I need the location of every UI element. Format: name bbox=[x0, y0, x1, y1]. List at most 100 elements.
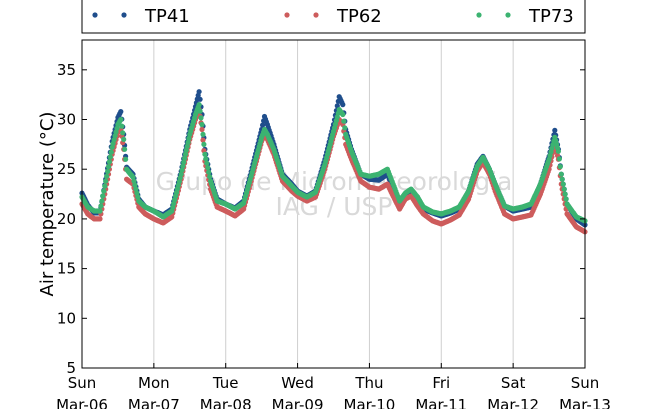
data-point bbox=[200, 131, 206, 137]
data-point bbox=[106, 159, 112, 165]
data-point bbox=[184, 143, 190, 149]
x-tick-label-day: Tue bbox=[212, 374, 239, 392]
x-tick-label-day: Mon bbox=[138, 374, 170, 392]
data-point bbox=[186, 135, 192, 141]
data-point bbox=[132, 182, 138, 188]
x-tick-label-date: Mar-10 bbox=[344, 396, 396, 409]
data-point bbox=[107, 154, 113, 160]
data-point bbox=[340, 102, 346, 108]
data-point bbox=[130, 174, 136, 180]
x-tick-label-date: Mar-11 bbox=[415, 396, 467, 409]
x-tick-label-day: Fri bbox=[432, 374, 450, 392]
data-point bbox=[101, 188, 107, 194]
data-point bbox=[179, 167, 185, 173]
data-point bbox=[260, 122, 266, 128]
data-point bbox=[556, 156, 563, 162]
x-tick-label-day: Sun bbox=[571, 374, 600, 392]
legend: TP41 TP62 TP73 bbox=[81, 0, 586, 34]
x-tick-label-date: Mar-12 bbox=[487, 396, 539, 409]
data-point bbox=[104, 173, 110, 179]
data-point bbox=[119, 123, 125, 129]
data-point bbox=[118, 116, 124, 123]
data-series bbox=[79, 89, 588, 235]
data-point bbox=[120, 130, 126, 136]
data-point bbox=[181, 159, 187, 165]
x-tick-label-day: Thu bbox=[354, 374, 383, 392]
legend-marker bbox=[92, 12, 98, 18]
y-tick-label: 25 bbox=[57, 160, 76, 178]
legend-marker bbox=[476, 12, 482, 18]
x-tick-label-date: Mar-09 bbox=[272, 396, 324, 409]
data-point bbox=[201, 141, 207, 147]
data-point bbox=[196, 102, 202, 108]
legend-frame bbox=[81, 0, 586, 34]
data-point bbox=[559, 176, 565, 182]
data-point bbox=[207, 174, 213, 180]
data-point bbox=[199, 126, 205, 133]
data-point bbox=[341, 118, 347, 124]
y-tick-label: 30 bbox=[57, 111, 76, 129]
legend-marker bbox=[505, 12, 511, 18]
data-point bbox=[198, 115, 204, 121]
data-point bbox=[561, 186, 567, 192]
data-point bbox=[560, 181, 566, 187]
data-point bbox=[196, 89, 202, 95]
data-point bbox=[102, 183, 108, 189]
data-point bbox=[202, 151, 208, 157]
data-point bbox=[206, 169, 212, 175]
legend-marker bbox=[284, 12, 290, 18]
x-tick-label-date: Mar-06 bbox=[56, 396, 108, 409]
legend-label-tp62: TP62 bbox=[336, 6, 382, 27]
data-point bbox=[105, 168, 111, 175]
x-axis: Sun Mar-06 Mon Mar-07 Tue Mar-08 Wed Mar-09 Thu M… bbox=[56, 363, 611, 409]
y-tick-label: 35 bbox=[57, 61, 76, 79]
data-point bbox=[103, 178, 109, 184]
data-point bbox=[123, 156, 129, 162]
plot-area-frame bbox=[81, 39, 586, 369]
data-point bbox=[205, 165, 211, 171]
legend-marker bbox=[313, 12, 319, 18]
series-TP73 bbox=[79, 102, 588, 224]
data-point bbox=[182, 151, 189, 157]
x-tick-label-date: Mar-07 bbox=[128, 396, 180, 409]
y-tick-label: 5 bbox=[66, 359, 76, 377]
data-point bbox=[97, 208, 103, 214]
x-tick-label-day: Sun bbox=[68, 374, 97, 392]
data-point bbox=[563, 196, 569, 202]
data-point bbox=[98, 203, 104, 209]
data-point bbox=[105, 164, 112, 170]
x-tick-label-day: Wed bbox=[281, 374, 314, 392]
x-tick-label-day: Sat bbox=[501, 374, 526, 392]
data-point bbox=[185, 139, 191, 145]
data-point bbox=[178, 171, 184, 177]
data-point bbox=[180, 163, 186, 169]
data-point bbox=[197, 108, 203, 114]
legend-label-tp41: TP41 bbox=[144, 6, 190, 27]
y-tick-label: 20 bbox=[57, 210, 76, 228]
data-point bbox=[118, 109, 124, 115]
data-point bbox=[134, 190, 140, 196]
data-point bbox=[182, 155, 188, 161]
legend-marker bbox=[121, 12, 127, 18]
data-point bbox=[555, 148, 562, 154]
data-point bbox=[133, 186, 139, 192]
data-point bbox=[131, 178, 137, 184]
watermark-line-2: IAG / USP bbox=[276, 192, 393, 221]
data-point bbox=[200, 137, 206, 143]
data-point bbox=[99, 198, 105, 204]
data-point bbox=[203, 156, 209, 162]
data-point bbox=[562, 191, 568, 197]
data-point bbox=[557, 164, 563, 170]
data-point bbox=[135, 194, 141, 200]
data-point bbox=[100, 193, 106, 199]
y-tick-label: 15 bbox=[57, 260, 76, 278]
data-point bbox=[340, 111, 346, 118]
data-point bbox=[108, 149, 114, 155]
y-tick-label: 10 bbox=[57, 309, 76, 327]
data-point bbox=[97, 216, 103, 222]
data-point bbox=[552, 127, 558, 133]
data-point bbox=[342, 125, 348, 131]
data-point bbox=[183, 147, 189, 153]
x-tick-label-date: Mar-13 bbox=[559, 396, 611, 409]
